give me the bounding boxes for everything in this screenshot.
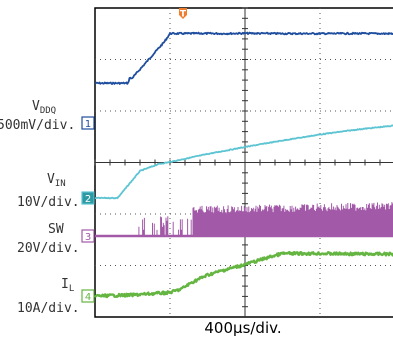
ch4-ground-marker: 4 — [81, 289, 95, 303]
trace-ch1 — [94, 31, 393, 85]
trace-ch4 — [93, 250, 393, 299]
ch1-ground-marker: 1 — [81, 116, 95, 130]
ch4-scale: 10A/div. — [17, 301, 80, 316]
ch1-scale: 500mV/div. — [0, 118, 75, 133]
ch4-label: IL — [61, 277, 74, 294]
marker-box — [81, 116, 95, 130]
trigger-marker-letter: T — [180, 10, 187, 20]
trace-ch2 — [94, 124, 393, 200]
timebase-label: 400µs/div. — [204, 319, 281, 337]
ch2-label: VIN — [47, 172, 66, 189]
marker-number: 4 — [85, 292, 91, 303]
ch2-ground-marker: 2 — [81, 191, 95, 205]
marker-box — [81, 229, 95, 243]
sw-pulses — [138, 202, 393, 236]
trace-layer — [93, 31, 393, 299]
sw-burst-band — [192, 212, 393, 222]
ch2-scale: 10V/div. — [17, 195, 80, 210]
ch1-label: VDDQ — [32, 99, 56, 116]
marker-number: 2 — [85, 194, 91, 205]
marker-number: 1 — [85, 119, 91, 130]
ch3-ground-marker: 3 — [81, 229, 95, 243]
graticule — [94, 7, 393, 318]
marker-number: 3 — [85, 232, 91, 243]
trace-ch3 — [95, 202, 393, 238]
ch3-scale: 20V/div. — [17, 241, 80, 256]
ch3-label: SW — [48, 222, 64, 237]
marker-box — [81, 289, 95, 303]
channel-markers: 1 2 3 4 — [81, 116, 95, 303]
trigger-marker — [179, 8, 187, 19]
marker-box — [81, 191, 95, 205]
